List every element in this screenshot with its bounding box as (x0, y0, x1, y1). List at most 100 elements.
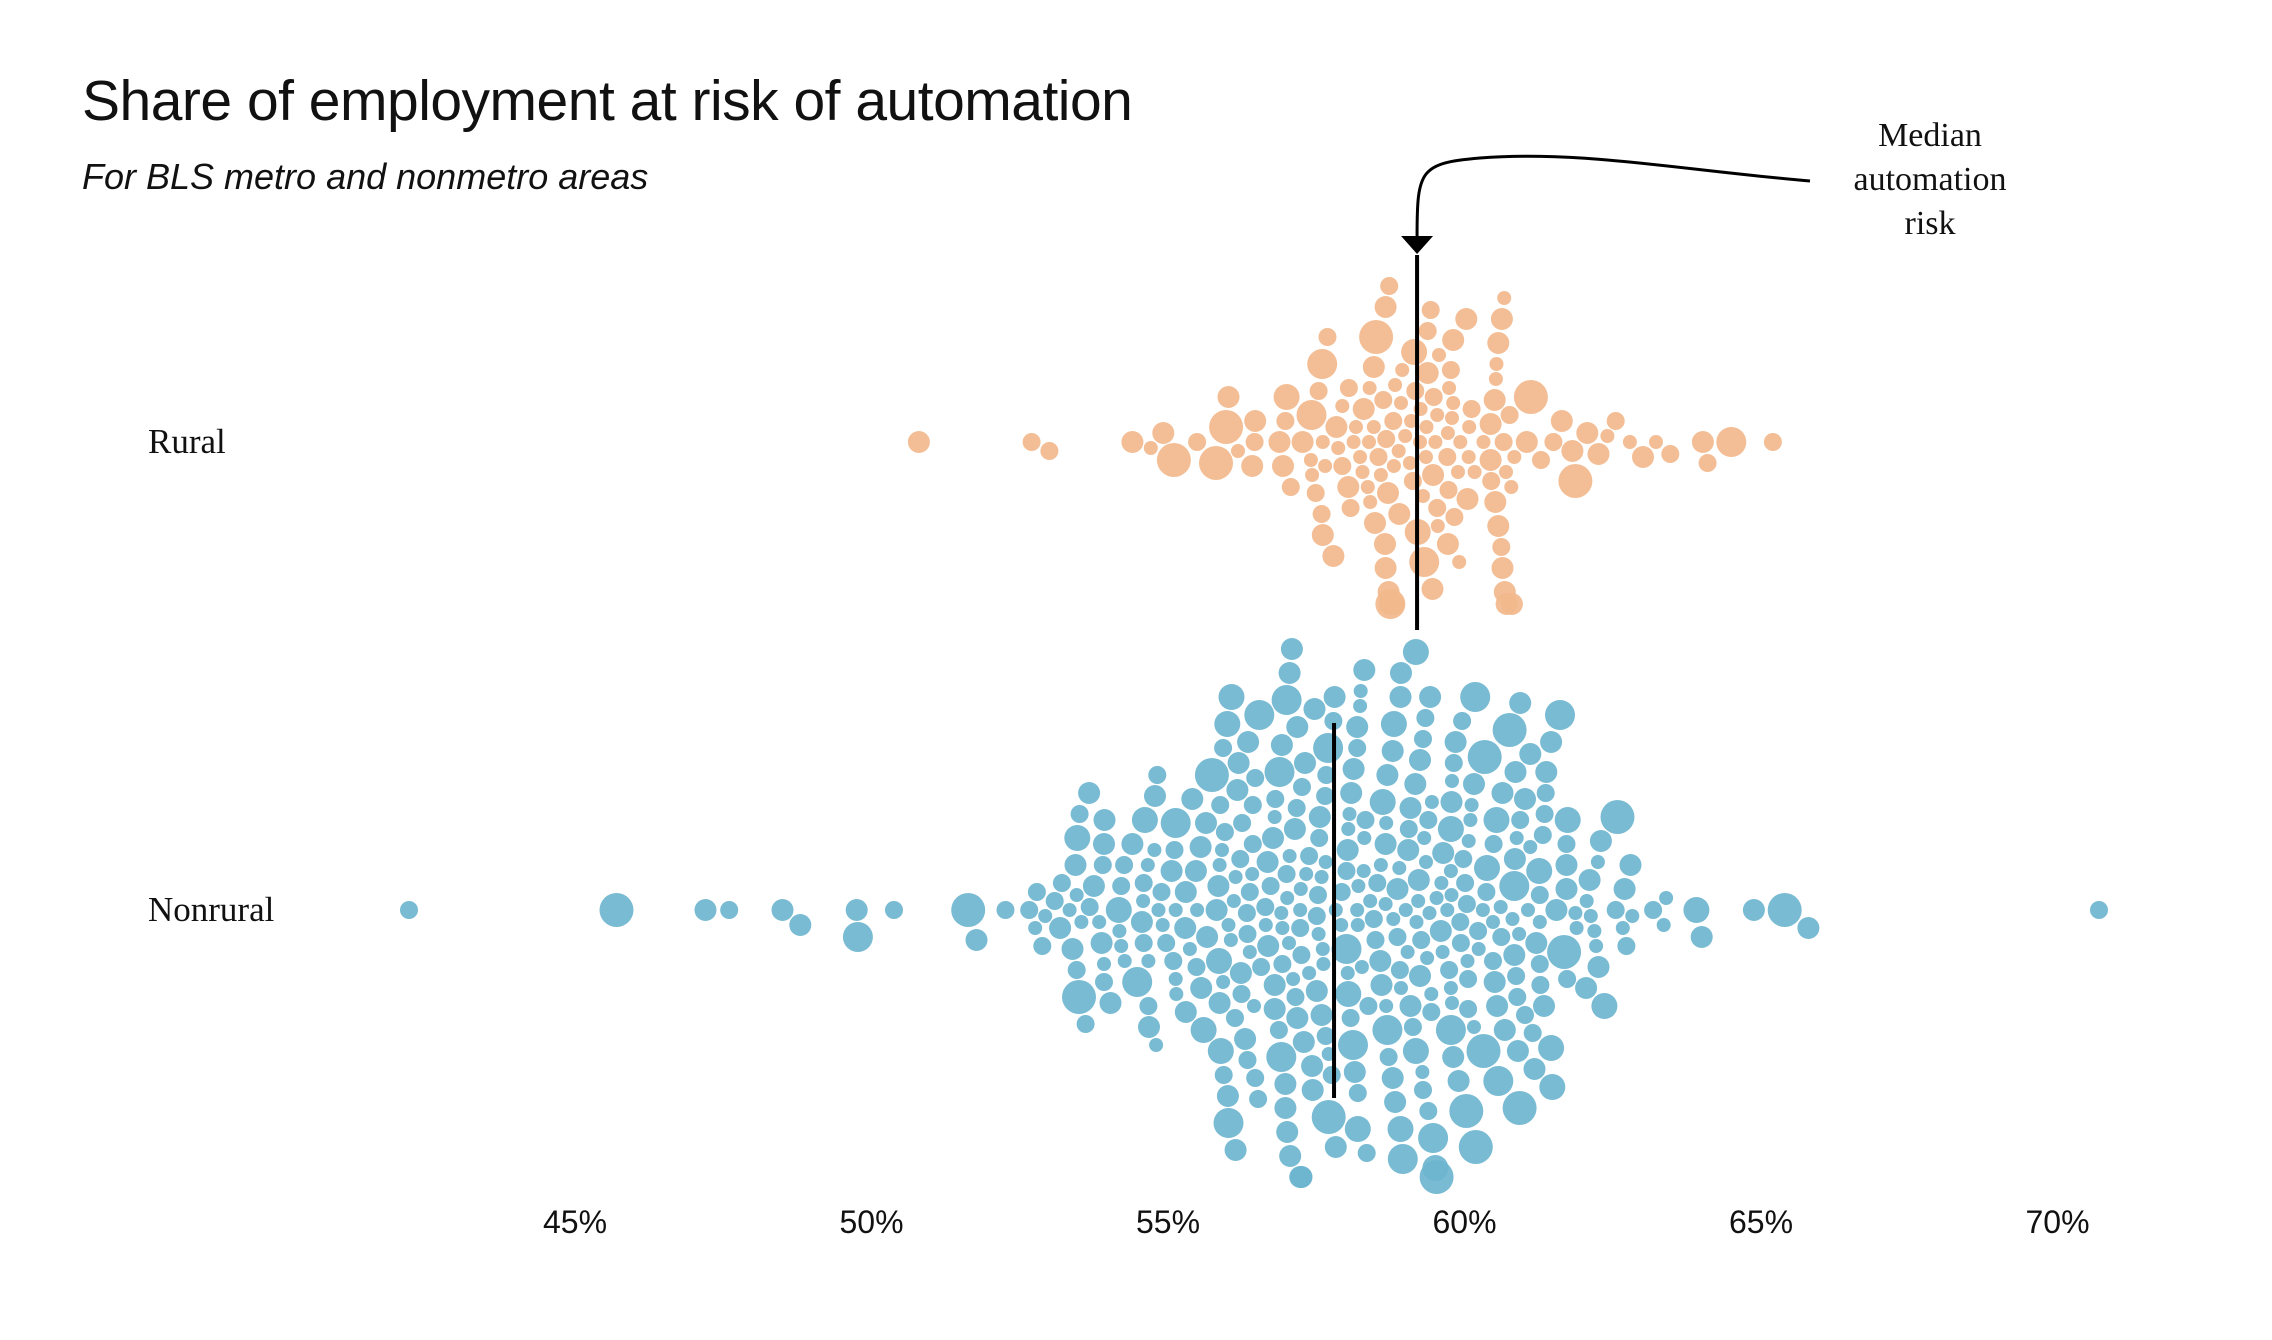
data-point-nonrural (1121, 833, 1144, 855)
data-point-nonrural (1523, 840, 1538, 854)
data-point-rural (1418, 322, 1437, 340)
data-point-nonrural (1346, 716, 1369, 738)
data-point-nonrural (1535, 761, 1558, 783)
data-point-nonrural (1049, 917, 1072, 939)
data-point-nonrural (1280, 891, 1295, 905)
data-point-rural (1462, 420, 1477, 434)
data-point-nonrural (1187, 958, 1206, 976)
data-point-nonrural (1381, 740, 1404, 762)
data-point-nonrural (1317, 766, 1336, 784)
data-point-nonrural (1509, 692, 1532, 714)
data-point-nonrural (1508, 988, 1527, 1006)
data-point-nonrural (1182, 942, 1197, 956)
data-point-nonrural (1184, 860, 1207, 882)
data-point-nonrural (1519, 743, 1542, 765)
data-point-rural (1305, 468, 1320, 482)
data-point-rural (1445, 411, 1459, 425)
data-point-nonrural (1411, 894, 1426, 908)
data-point-nonrural (1237, 904, 1256, 922)
data-point-nonrural (1076, 1015, 1095, 1033)
data-point-nonrural (1555, 878, 1578, 900)
data-point-rural (1455, 308, 1478, 330)
data-point-nonrural (1340, 966, 1355, 980)
data-point-rural (1296, 400, 1327, 430)
data-point-nonrural (1247, 999, 1261, 1013)
data-point-nonrural (1336, 839, 1359, 861)
data-point-rural (1362, 435, 1376, 449)
data-point-rural (1395, 363, 1410, 377)
data-point-nonrural (1092, 915, 1107, 929)
data-point-nonrural (1271, 685, 1302, 715)
data-point-nonrural (1194, 758, 1229, 792)
data-point-nonrural (1533, 995, 1555, 1017)
data-point-nonrural (1568, 906, 1583, 920)
data-point-rural (1499, 465, 1513, 479)
data-point-nonrural (1078, 782, 1101, 804)
data-point-rural (1374, 533, 1396, 555)
data-point-nonrural (845, 899, 868, 921)
data-point-rural (1401, 339, 1428, 365)
data-point-rural (1281, 478, 1300, 496)
data-point-rural (1649, 435, 1663, 449)
data-point-rural (1333, 457, 1352, 475)
data-point-rural (1318, 328, 1337, 346)
data-point-rural (1500, 406, 1519, 424)
data-point-nonrural (1343, 1061, 1366, 1083)
data-point-nonrural (1397, 839, 1420, 861)
data-point-nonrural (1313, 733, 1344, 763)
data-point-nonrural (1223, 933, 1238, 947)
data-point-nonrural (1387, 1116, 1414, 1142)
data-point-nonrural (1293, 778, 1311, 796)
data-point-nonrural (1138, 1016, 1160, 1038)
data-point-nonrural (1569, 921, 1584, 935)
data-point-nonrural (1226, 779, 1249, 801)
data-point-nonrural (1160, 860, 1183, 882)
data-point-nonrural (1214, 711, 1241, 737)
data-point-nonrural (1379, 999, 1394, 1013)
data-point-nonrural (1310, 829, 1329, 847)
data-point-nonrural (1523, 1058, 1546, 1080)
x-tick-label: 70% (2025, 1204, 2089, 1240)
data-point-rural (1346, 435, 1361, 449)
data-point-nonrural (1214, 739, 1233, 757)
data-point-nonrural (1342, 758, 1365, 780)
data-point-nonrural (1140, 858, 1155, 872)
data-point-nonrural (1274, 1073, 1297, 1095)
data-point-nonrural (1229, 962, 1252, 984)
data-point-rural (1763, 433, 1782, 451)
data-point-nonrural (1160, 808, 1191, 838)
data-point-nonrural (1475, 903, 1490, 917)
data-point-nonrural (1278, 662, 1301, 684)
data-point-rural (1377, 430, 1396, 448)
data-point-nonrural (1181, 788, 1204, 810)
data-point-nonrural (1402, 639, 1429, 665)
data-point-nonrural (1286, 1007, 1309, 1029)
data-point-nonrural (1301, 1079, 1324, 1101)
data-point-nonrural (1067, 961, 1086, 979)
data-point-rural (1322, 545, 1345, 567)
data-point-rural (1374, 296, 1397, 318)
data-point-rural (1307, 349, 1338, 379)
data-point-nonrural (1277, 865, 1296, 883)
data-point-rural (1366, 420, 1381, 434)
data-point-nonrural (1474, 855, 1500, 881)
median-arrowhead (1401, 236, 1434, 254)
data-point-rural (1241, 455, 1264, 477)
median-lines (1332, 255, 1420, 1098)
data-point-nonrural (1348, 1084, 1367, 1102)
data-point-nonrural (1280, 638, 1303, 660)
data-point-nonrural (1606, 901, 1625, 919)
data-point-rural (1428, 499, 1447, 517)
data-point-nonrural (1398, 903, 1413, 917)
data-point-nonrural (1353, 659, 1376, 681)
data-point-nonrural (996, 901, 1015, 919)
data-point-nonrural (1409, 915, 1424, 929)
data-point-nonrural (1257, 935, 1280, 957)
data-point-rural (1497, 291, 1512, 305)
data-point-nonrural (1483, 971, 1506, 993)
data-point-nonrural (1099, 992, 1122, 1014)
data-point-nonrural (1493, 900, 1508, 914)
median-annotation-line-3: risk (1904, 205, 1956, 242)
data-point-nonrural (1467, 1020, 1481, 1034)
data-point-nonrural (1174, 881, 1197, 903)
